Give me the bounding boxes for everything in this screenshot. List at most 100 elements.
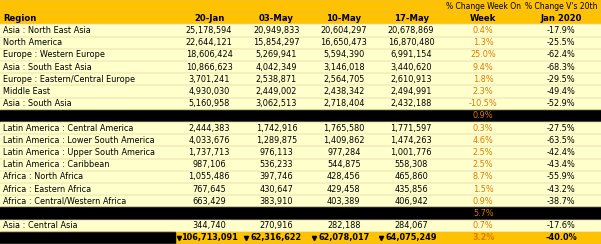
Text: 987,106: 987,106 [192, 160, 226, 169]
Text: 2,835,574: 2,835,574 [189, 112, 230, 120]
Bar [0, 61, 601, 73]
Text: -37.3%: -37.3% [547, 112, 576, 120]
Text: 344,740: 344,740 [192, 221, 226, 230]
Text: 20,949,833: 20,949,833 [253, 26, 300, 35]
Text: 106,713,091: 106,713,091 [181, 234, 237, 242]
Text: 62,316,622: 62,316,622 [251, 234, 302, 242]
Text: -27.5%: -27.5% [547, 124, 576, 132]
Text: Africa : Central/Western Africa: Africa : Central/Western Africa [3, 197, 126, 206]
Text: -10.5%: -10.5% [469, 99, 498, 108]
Text: 2,449,002: 2,449,002 [256, 87, 297, 96]
Bar [0, 85, 601, 98]
Text: 3,440,620: 3,440,620 [390, 63, 432, 71]
Text: -42.4%: -42.4% [547, 148, 576, 157]
Text: -43.4%: -43.4% [547, 160, 576, 169]
Text: 2,564,705: 2,564,705 [323, 75, 364, 84]
Text: 22,644,121: 22,644,121 [186, 38, 233, 47]
Text: -43.2%: -43.2% [547, 185, 576, 193]
Text: Europe : Eastern/Central Europe: Europe : Eastern/Central Europe [3, 75, 135, 84]
Text: 20,604,297: 20,604,297 [320, 26, 367, 35]
Text: 663,429: 663,429 [192, 197, 226, 206]
Bar [0, 12, 601, 24]
Text: 544,875: 544,875 [327, 160, 361, 169]
Text: Asia : Central Asia: Asia : Central Asia [3, 221, 78, 230]
Text: -55.9%: -55.9% [547, 173, 576, 181]
Text: Asia : South Asia: Asia : South Asia [3, 99, 72, 108]
Text: 64,075,249: 64,075,249 [385, 234, 437, 242]
Text: 16,870,480: 16,870,480 [388, 38, 435, 47]
Text: -62.4%: -62.4% [547, 51, 576, 59]
Text: 2,494,991: 2,494,991 [390, 87, 432, 96]
Text: 4,033,676: 4,033,676 [188, 136, 230, 145]
Bar [0, 110, 601, 122]
Text: 5.7%: 5.7% [473, 209, 493, 218]
Text: 1,289,875: 1,289,875 [256, 136, 297, 145]
Bar [0, 232, 601, 244]
Text: Region: Region [3, 14, 37, 23]
Text: 536,233: 536,233 [260, 160, 293, 169]
Text: -49.8%: -49.8% [547, 209, 576, 218]
Bar [0, 146, 601, 159]
Text: 5,160,958: 5,160,958 [189, 99, 230, 108]
Text: -63.5%: -63.5% [547, 136, 576, 145]
Text: 3,146,018: 3,146,018 [323, 63, 365, 71]
Text: 1,736,302: 1,736,302 [256, 112, 297, 120]
Bar [0, 49, 601, 61]
Text: 767,645: 767,645 [192, 185, 226, 193]
Text: 2,538,871: 2,538,871 [256, 75, 297, 84]
Text: 6,991,154: 6,991,154 [390, 51, 432, 59]
Text: 1,409,862: 1,409,862 [323, 136, 365, 145]
Text: Europe : Western Europe: Europe : Western Europe [3, 51, 105, 59]
Text: 2.5%: 2.5% [473, 160, 493, 169]
Text: 2,438,342: 2,438,342 [323, 87, 364, 96]
Text: 8.7%: 8.7% [473, 173, 493, 181]
Text: 1.8%: 1.8% [473, 75, 493, 84]
Text: 1,737,713: 1,737,713 [189, 148, 230, 157]
Text: -17.6%: -17.6% [547, 221, 576, 230]
Text: 3.2%: 3.2% [472, 234, 495, 242]
Text: 1,761,121: 1,761,121 [323, 112, 365, 120]
Text: 1.3%: 1.3% [473, 38, 493, 47]
Text: 5,594,390: 5,594,390 [323, 51, 364, 59]
Text: 282,188: 282,188 [327, 221, 361, 230]
Text: 0.9%: 0.9% [473, 112, 493, 120]
Text: 5,269,941: 5,269,941 [255, 51, 297, 59]
Text: 9.4%: 9.4% [473, 63, 493, 71]
Bar [0, 220, 601, 232]
Text: 17-May: 17-May [394, 14, 429, 23]
Text: North America: North America [3, 38, 62, 47]
Text: 4,930,030: 4,930,030 [189, 87, 230, 96]
Text: 0.7%: 0.7% [473, 221, 493, 230]
Bar [0, 232, 175, 244]
Bar [0, 183, 601, 195]
Text: -40.0%: -40.0% [546, 234, 577, 242]
Text: 977,284: 977,284 [327, 148, 361, 157]
Text: -52.9%: -52.9% [547, 99, 576, 108]
Text: 20,678,869: 20,678,869 [388, 26, 435, 35]
Text: 25,178,594: 25,178,594 [186, 26, 233, 35]
Text: -25.5%: -25.5% [547, 38, 576, 47]
Text: Africa : Eastern Africa: Africa : Eastern Africa [3, 185, 91, 193]
Text: 1,777,806: 1,777,806 [391, 112, 432, 120]
Text: -17.9%: -17.9% [547, 26, 576, 35]
Text: 20-Jan: 20-Jan [194, 14, 224, 23]
Text: 270,916: 270,916 [260, 221, 293, 230]
Text: 0.3%: 0.3% [473, 124, 493, 132]
Text: Middle East: Middle East [3, 87, 50, 96]
Text: -49.4%: -49.4% [547, 87, 576, 96]
Text: 755,348: 755,348 [192, 209, 226, 218]
Bar [0, 24, 601, 37]
Text: 976,113: 976,113 [260, 148, 293, 157]
Text: Asia : North East Asia: Asia : North East Asia [3, 26, 91, 35]
Text: 10-May: 10-May [326, 14, 361, 23]
Text: 284,067: 284,067 [394, 221, 428, 230]
Text: 2,718,404: 2,718,404 [323, 99, 365, 108]
Text: Latin America : Central America: Latin America : Central America [3, 124, 133, 132]
Text: 428,456: 428,456 [327, 173, 361, 181]
Text: 2.3%: 2.3% [473, 87, 493, 96]
Text: 0.4%: 0.4% [473, 26, 493, 35]
Text: 429,458: 429,458 [327, 185, 361, 193]
Text: Week: Week [470, 14, 496, 23]
Text: -68.3%: -68.3% [547, 63, 576, 71]
Text: 1,765,580: 1,765,580 [323, 124, 364, 132]
